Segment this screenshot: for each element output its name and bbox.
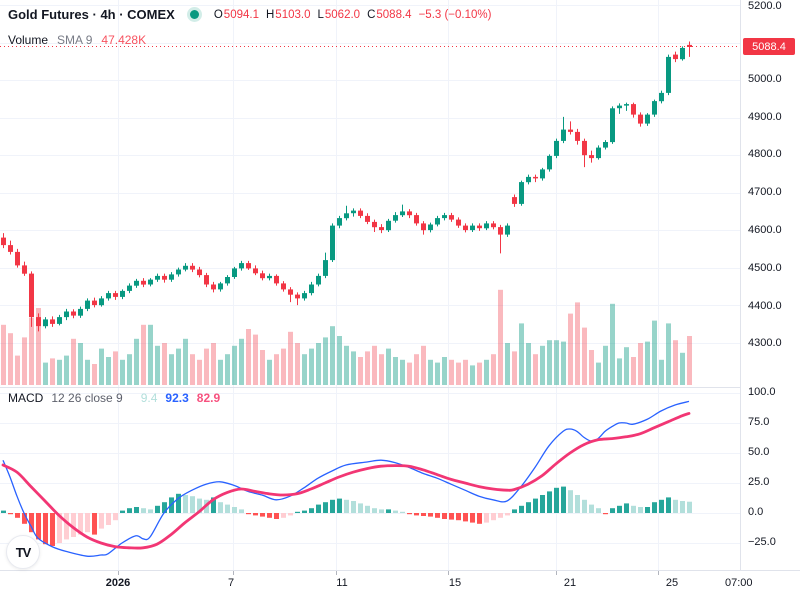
pane-separator[interactable]	[0, 387, 740, 388]
ohlc-item: C5088.4	[367, 8, 412, 21]
time-axis-label: 2026	[105, 577, 131, 589]
time-tick	[658, 571, 659, 575]
market-status-icon	[189, 10, 199, 19]
price-axis-label: 4900.0	[748, 111, 782, 123]
symbol-title[interactable]: Gold Futures · 4h · COMEX	[8, 7, 175, 22]
ohlc-item: L5062.0	[317, 8, 361, 21]
change-value: −5.3 (−0.10%)	[418, 8, 492, 21]
time-axis-label: 25	[665, 577, 679, 589]
ohlc-values: O5094.1 H5103.0 L5062.0 C5088.4 −5.3 (−0.10%…	[214, 9, 492, 21]
time-axis-label: 7	[227, 577, 235, 589]
price-axis[interactable]: 5088.4 5200.0 5000.0 4900.0 4800.0 4700.0 460…	[741, 0, 800, 570]
time-axis-separator	[0, 570, 800, 571]
time-axis[interactable]: 07:00 2026 7 11 15 21 25	[0, 571, 800, 600]
volume-value: 47.428K	[101, 33, 147, 47]
time-tick	[336, 571, 337, 575]
price-axis-label: 50.0	[748, 446, 770, 458]
time-axis-label: 21	[563, 577, 577, 589]
volume-label: Volume	[8, 33, 49, 47]
time-tick	[118, 571, 119, 575]
price-axis-label: 4800.0	[748, 148, 782, 160]
price-axis-label: 4500.0	[748, 262, 782, 274]
time-tick	[448, 571, 449, 575]
price-axis-label: 75.0	[748, 416, 770, 428]
time-axis-label: 15	[448, 577, 462, 589]
symbol-legend[interactable]: Gold Futures · 4h · COMEX O5094.1 H5103.0…	[8, 7, 491, 22]
macd-signal-value: 82.9	[196, 391, 221, 405]
price-axis-label: 0.0	[748, 506, 764, 518]
price-axis-label: −25.0	[748, 536, 776, 548]
volume-params: SMA 9	[57, 33, 93, 47]
price-axis-label: 4700.0	[748, 186, 782, 198]
last-price-tag: 5088.4	[743, 38, 795, 55]
price-axis-label: 5000.0	[748, 73, 782, 85]
macd-histogram-value: 9.4	[140, 391, 158, 405]
price-axis-label: 5200.0	[748, 0, 782, 12]
price-axis-label: 4300.0	[748, 337, 782, 349]
price-axis-separator	[740, 0, 741, 570]
tradingview-logo-icon[interactable]: TV	[6, 535, 40, 569]
price-axis-label: 25.0	[748, 476, 770, 488]
volume-legend[interactable]: Volume SMA 9 47.428K	[8, 33, 146, 47]
time-axis-label: 11	[336, 577, 348, 589]
time-tick	[233, 571, 234, 575]
price-axis-label: 4600.0	[748, 224, 782, 236]
macd-params: 12 26 close 9	[51, 391, 123, 405]
price-axis-label: 100.0	[748, 386, 776, 398]
time-tick	[556, 571, 557, 575]
ohlc-item: H5103.0	[265, 8, 311, 21]
macd-legend[interactable]: MACD 12 26 close 9 9.4 92.3 82.9	[8, 391, 220, 405]
price-axis-label: 4400.0	[748, 300, 782, 312]
bar-countdown: 07:00	[725, 577, 753, 589]
ohlc-item: O5094.1	[213, 8, 259, 21]
macd-label: MACD	[8, 391, 44, 405]
macd-line-value: 92.3	[165, 391, 189, 405]
chart-canvas[interactable]	[0, 0, 740, 570]
